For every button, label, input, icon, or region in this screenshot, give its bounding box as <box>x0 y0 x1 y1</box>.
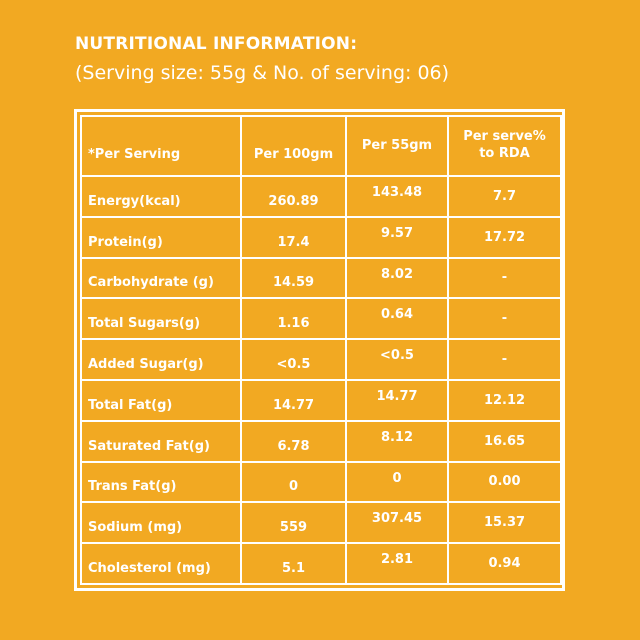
value-per-55gm: 0.64 <box>345 297 449 341</box>
value-per-55gm: 143.48 <box>345 175 449 218</box>
nutrient-name: Trans Fat(g) <box>80 460 242 504</box>
value-per-55gm: 0 <box>345 460 449 504</box>
value-per-100gm: 6.78 <box>240 419 347 463</box>
value-rda: 16.65 <box>447 419 562 463</box>
value-per-100gm: 14.59 <box>240 256 347 300</box>
value-per-55gm: 307.45 <box>345 501 449 545</box>
table-row: Energy(kcal) 260.89 143.48 7.7 <box>80 175 562 218</box>
table-row: Sodium (mg) 559 307.45 15.37 <box>80 501 562 545</box>
value-rda: 0.00 <box>447 460 562 504</box>
value-rda: 0.94 <box>447 542 562 585</box>
column-header-per-100gm: Per 100gm <box>240 115 347 177</box>
value-rda: - <box>447 256 562 300</box>
table-row: Carbohydrate (g) 14.59 8.02 - <box>80 256 562 300</box>
column-header-per-serving: *Per Serving <box>80 115 242 177</box>
page-title: NUTRITIONAL INFORMATION: <box>75 34 358 54</box>
value-per-100gm: 0 <box>240 460 347 504</box>
value-per-55gm: 2.81 <box>345 542 449 585</box>
value-per-100gm: 559 <box>240 501 347 545</box>
nutrition-table: *Per Serving Per 100gm Per 55gm Per serv… <box>80 115 562 585</box>
value-per-100gm: 14.77 <box>240 378 347 422</box>
value-per-100gm: 260.89 <box>240 175 347 218</box>
value-per-55gm: 8.12 <box>345 419 449 463</box>
nutrient-name: Cholesterol (mg) <box>80 542 242 585</box>
table-row: Cholesterol (mg) 5.1 2.81 0.94 <box>80 542 562 585</box>
nutrient-name: Total Fat(g) <box>80 378 242 422</box>
table-row: Total Fat(g) 14.77 14.77 12.12 <box>80 378 562 422</box>
value-per-55gm: <0.5 <box>345 338 449 381</box>
column-header-per-55gm: Per 55gm <box>345 115 449 177</box>
value-rda: - <box>447 338 562 381</box>
value-per-55gm: 8.02 <box>345 256 449 300</box>
value-per-100gm: 5.1 <box>240 542 347 585</box>
value-rda: - <box>447 297 562 341</box>
nutrition-table-frame: *Per Serving Per 100gm Per 55gm Per serv… <box>74 109 565 591</box>
value-per-100gm: 1.16 <box>240 297 347 341</box>
table-header-row: *Per Serving Per 100gm Per 55gm Per serv… <box>80 115 562 177</box>
nutrient-name: Total Sugars(g) <box>80 297 242 341</box>
table-row: Total Sugars(g) 1.16 0.64 - <box>80 297 562 341</box>
table-row: Protein(g) 17.4 9.57 17.72 <box>80 215 562 259</box>
table-row: Trans Fat(g) 0 0 0.00 <box>80 460 562 504</box>
serving-info: (Serving size: 55g & No. of serving: 06) <box>75 62 450 84</box>
value-rda: 15.37 <box>447 501 562 545</box>
value-per-55gm: 9.57 <box>345 215 449 259</box>
column-header-rda: Per serve% to RDA <box>447 115 562 177</box>
value-per-100gm: 17.4 <box>240 215 347 259</box>
value-per-55gm: 14.77 <box>345 378 449 422</box>
nutrient-name: Saturated Fat(g) <box>80 419 242 463</box>
nutrient-name: Sodium (mg) <box>80 501 242 545</box>
table-row: Added Sugar(g) <0.5 <0.5 - <box>80 338 562 381</box>
nutrient-name: Carbohydrate (g) <box>80 256 242 300</box>
value-per-100gm: <0.5 <box>240 338 347 381</box>
nutrient-name: Added Sugar(g) <box>80 338 242 381</box>
value-rda: 12.12 <box>447 378 562 422</box>
table-row: Saturated Fat(g) 6.78 8.12 16.65 <box>80 419 562 463</box>
value-rda: 17.72 <box>447 215 562 259</box>
nutrient-name: Protein(g) <box>80 215 242 259</box>
value-rda: 7.7 <box>447 175 562 218</box>
nutrient-name: Energy(kcal) <box>80 175 242 218</box>
